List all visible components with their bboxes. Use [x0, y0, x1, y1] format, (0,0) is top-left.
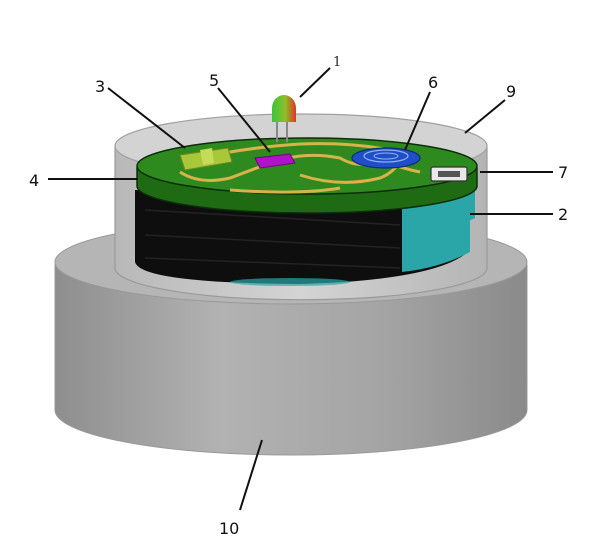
- pcb-traces: [179, 142, 421, 194]
- label-2: 2: [558, 205, 568, 224]
- purple-chip: [254, 153, 296, 169]
- label-9: 9: [506, 82, 516, 101]
- green-chip: [179, 147, 233, 171]
- led-indicator: [272, 95, 296, 142]
- label-3: 3: [95, 77, 105, 96]
- usb-port: [430, 166, 468, 182]
- leader-lines: [48, 67, 553, 511]
- battery-pack: [135, 190, 475, 286]
- label-5: 5: [209, 71, 219, 90]
- label-10: 10: [219, 519, 239, 538]
- label-4: 4: [29, 171, 39, 190]
- sensor-blue: [351, 147, 421, 169]
- label-7: 7: [558, 163, 568, 182]
- pcb-board: [136, 137, 478, 214]
- label-6: 6: [428, 73, 438, 92]
- label-1: 1: [333, 55, 341, 70]
